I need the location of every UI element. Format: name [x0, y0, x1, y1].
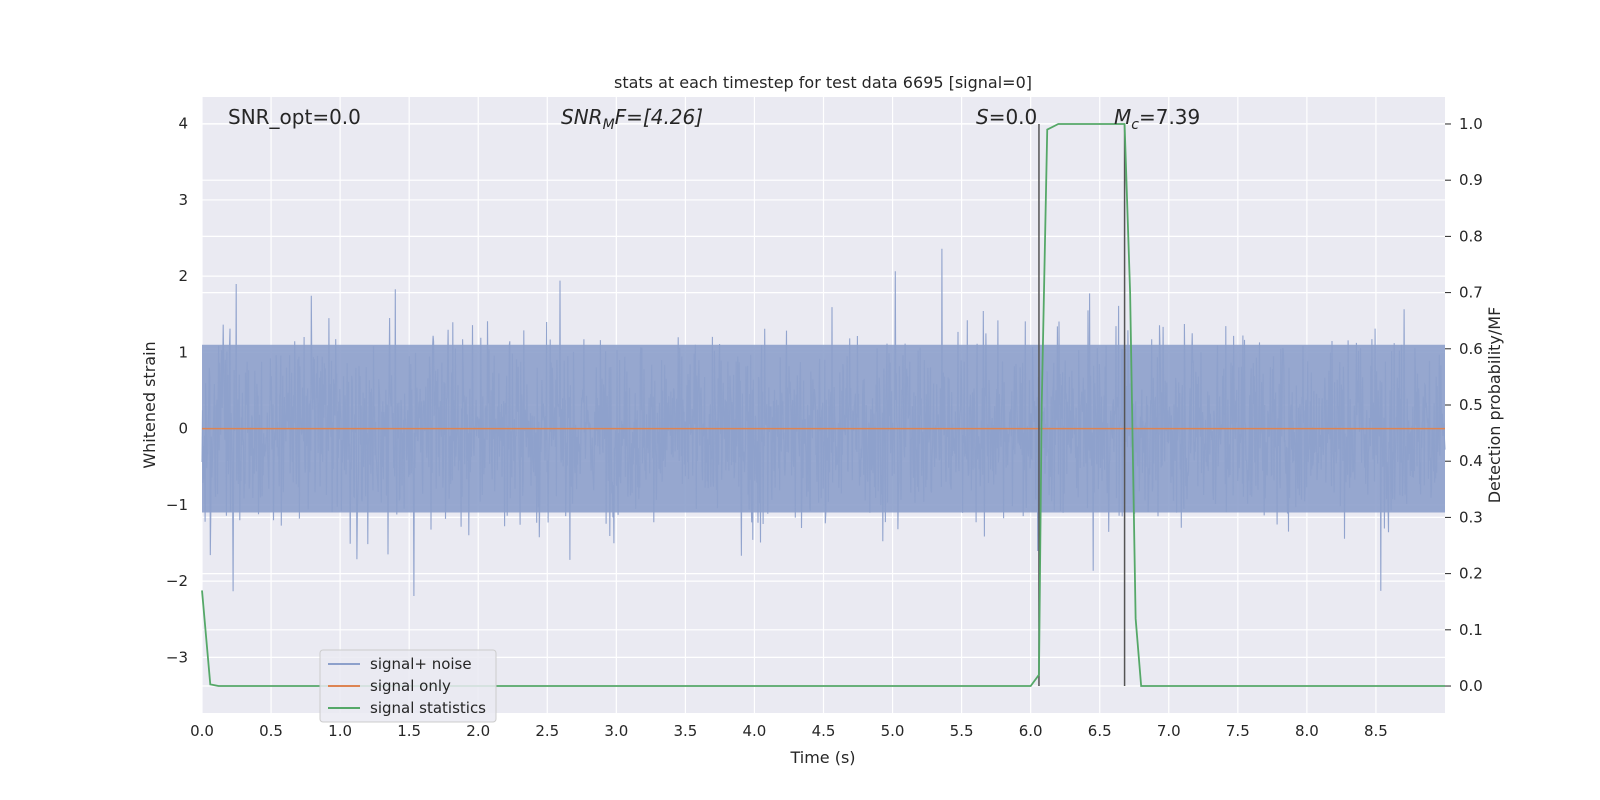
- x-tick-label: 5.5: [950, 722, 974, 740]
- x-tick-label: 6.0: [1019, 722, 1043, 740]
- y-tick-label-right: 0.3: [1459, 508, 1483, 526]
- y-tick-label-right: 0.2: [1459, 565, 1483, 583]
- x-axis-label: Time (s): [789, 748, 855, 767]
- chart-title: stats at each timestep for test data 669…: [614, 73, 1032, 92]
- y-tick-label-left: 1: [178, 343, 188, 361]
- y-tick-label-right: 0.9: [1459, 171, 1483, 189]
- y-tick-label-right: 0.1: [1459, 621, 1483, 639]
- annotation-mc: Mc=7.39: [1114, 105, 1200, 133]
- y-tick-label-right: 0.5: [1459, 396, 1483, 414]
- legend-label-signal: signal only: [370, 677, 451, 695]
- y-tick-label-right: 0.4: [1459, 452, 1483, 470]
- annotation-snr-mf: SNRMF=[4.26]: [561, 105, 703, 133]
- y-axis-label-right: Detection probability/MF: [1485, 307, 1504, 504]
- x-tick-label: 7.0: [1157, 722, 1181, 740]
- legend-label-noise: signal+ noise: [370, 655, 472, 673]
- x-tick-label: 4.5: [812, 722, 836, 740]
- x-tick-label: 4.0: [743, 722, 767, 740]
- y-tick-label-left: −2: [166, 572, 188, 590]
- y-tick-label-right: 0.7: [1459, 284, 1483, 302]
- ticks: 0.0 0.5 1.0 1.5 2.0 2.5 3.0 3.5 4.0 4.5 5.0 5.5 6.0 6…: [166, 115, 1483, 740]
- y-tick-label-left: 4: [178, 115, 188, 133]
- legend-label-statistics: signal statistics: [370, 699, 486, 717]
- legend-box: [319, 649, 497, 723]
- annotation-snr-opt: SNR_opt=0.0: [228, 105, 361, 129]
- noise-trace: [201, 248, 1446, 597]
- legend: signal+ noise signal only signal statist…: [319, 649, 497, 723]
- y-axis-label-left: Whitened strain: [140, 341, 159, 468]
- y-tick-label-left: −3: [166, 648, 188, 666]
- annotation-s: S=0.0: [976, 105, 1037, 129]
- x-tick-label: 0.5: [259, 722, 283, 740]
- x-tick-label: 6.5: [1088, 722, 1112, 740]
- x-tick-label: 8.5: [1364, 722, 1388, 740]
- x-tick-label: 7.5: [1226, 722, 1250, 740]
- x-tick-label: 3.5: [673, 722, 697, 740]
- x-tick-label: 1.0: [328, 722, 352, 740]
- y-tick-label-right: 0.0: [1459, 677, 1483, 695]
- y-tick-label-left: 2: [178, 267, 188, 285]
- x-tick-label: 0.0: [190, 722, 214, 740]
- y-tick-label-left: 0: [178, 420, 188, 438]
- x-tick-label: 3.0: [604, 722, 628, 740]
- x-tick-label: 5.0: [881, 722, 905, 740]
- y-tick-label-right: 0.6: [1459, 340, 1483, 358]
- y-tick-label-right: 0.8: [1459, 227, 1483, 245]
- x-tick-label: 2.0: [466, 722, 490, 740]
- y-tick-label-right: 1.0: [1459, 115, 1483, 133]
- x-tick-label: 8.0: [1295, 722, 1319, 740]
- x-tick-label: 2.5: [535, 722, 559, 740]
- y-tick-label-left: 3: [178, 191, 188, 209]
- y-tick-label-left: −1: [166, 496, 188, 514]
- x-tick-label: 1.5: [397, 722, 421, 740]
